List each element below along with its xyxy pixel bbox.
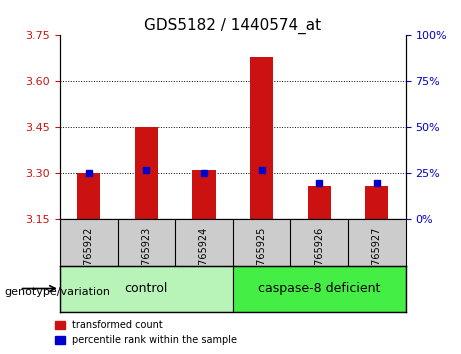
Text: GSM765926: GSM765926: [314, 227, 324, 286]
Bar: [250, 57, 273, 219]
Bar: [193, 170, 216, 219]
Bar: [308, 186, 331, 219]
Text: GSM765924: GSM765924: [199, 227, 209, 286]
Text: GSM765927: GSM765927: [372, 227, 382, 286]
Title: GDS5182 / 1440574_at: GDS5182 / 1440574_at: [144, 18, 321, 34]
Legend: transformed count, percentile rank within the sample: transformed count, percentile rank withi…: [51, 316, 241, 349]
FancyBboxPatch shape: [233, 266, 406, 312]
FancyBboxPatch shape: [60, 266, 233, 312]
Text: GSM765923: GSM765923: [142, 227, 151, 286]
Text: GSM765922: GSM765922: [84, 227, 94, 286]
Bar: [135, 127, 158, 219]
Text: caspase-8 deficient: caspase-8 deficient: [258, 282, 380, 295]
Text: control: control: [124, 282, 168, 295]
Bar: [365, 186, 388, 219]
Text: genotype/variation: genotype/variation: [5, 287, 111, 297]
Text: GSM765925: GSM765925: [257, 227, 266, 286]
Bar: [77, 173, 100, 219]
